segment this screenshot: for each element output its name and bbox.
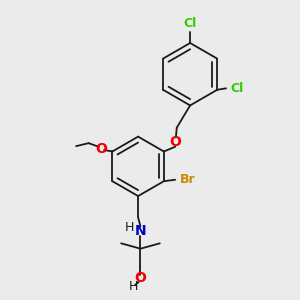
Text: H: H	[128, 280, 138, 292]
Text: O: O	[135, 272, 146, 285]
Text: Br: Br	[180, 173, 195, 186]
Text: Cl: Cl	[184, 17, 197, 30]
Text: O: O	[95, 142, 107, 155]
Text: Cl: Cl	[230, 82, 243, 95]
Text: H: H	[124, 221, 134, 234]
Text: O: O	[169, 135, 181, 149]
Text: N: N	[135, 224, 146, 238]
